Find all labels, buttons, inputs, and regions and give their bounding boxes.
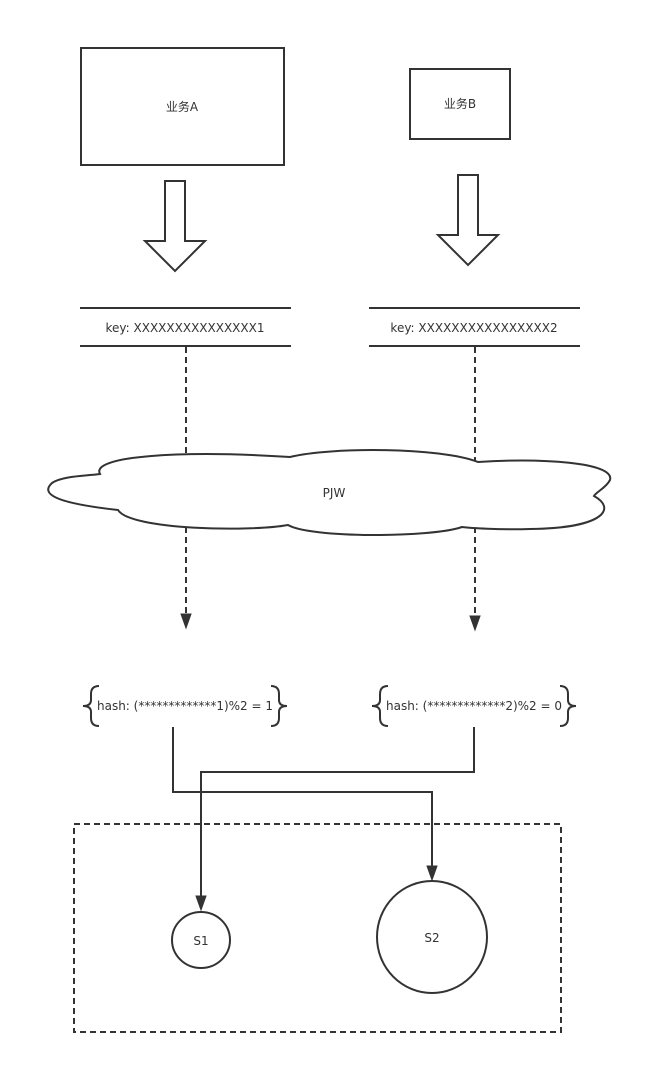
key-b: key: XXXXXXXXXXXXXXXX2: [369, 307, 580, 347]
key-a-label: key: XXXXXXXXXXXXXXX1: [106, 321, 265, 335]
cloud-label: PJW: [323, 486, 346, 500]
service-b: 业务B: [409, 68, 511, 140]
server-pool: [73, 823, 562, 1033]
cloud: PJW: [47, 449, 612, 536]
key-a: key: XXXXXXXXXXXXXXX1: [80, 307, 291, 347]
key-b-label: key: XXXXXXXXXXXXXXXX2: [390, 321, 557, 335]
block-arrow-b: [435, 174, 501, 267]
server-s1-label: S1: [193, 934, 208, 948]
block-arrow-a: [142, 180, 208, 273]
service-a: 业务A: [80, 47, 285, 166]
dashed-arrowhead-b: [469, 615, 481, 632]
server-s2: S2: [376, 880, 488, 994]
server-s2-label: S2: [424, 931, 439, 945]
service-b-label: 业务B: [444, 96, 476, 111]
route-line-a-to-s2: [172, 727, 433, 868]
hash-a-label: hash: (*************1)%2 = 1: [97, 699, 273, 713]
hash-b: hash: (*************2)%2 = 0: [371, 685, 577, 727]
route-arrowhead-s1: [195, 895, 207, 912]
server-s1: S1: [171, 911, 231, 969]
service-a-label: 业务A: [166, 99, 199, 114]
dashed-arrowhead-a: [180, 613, 192, 630]
route-arrowhead-s2: [426, 865, 438, 882]
hash-b-label: hash: (*************2)%2 = 0: [386, 699, 562, 713]
hash-a: hash: (*************1)%2 = 1: [82, 685, 288, 727]
route-line-b-to-s1: [200, 727, 475, 898]
